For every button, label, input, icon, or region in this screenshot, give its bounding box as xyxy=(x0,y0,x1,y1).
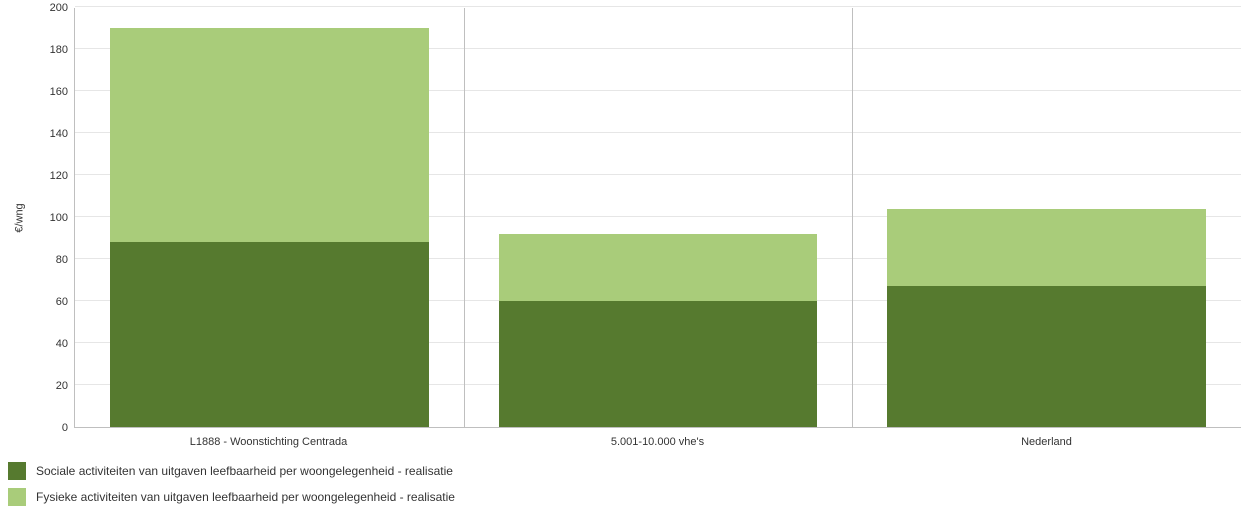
bar-group xyxy=(499,234,818,427)
legend: Sociale activiteiten van uitgaven leefba… xyxy=(8,462,1241,506)
y-axis-title: €/wng xyxy=(14,203,26,232)
y-tick-label: 120 xyxy=(50,170,68,182)
x-tick-label: 5.001-10.000 vhe's xyxy=(463,428,852,448)
bar-segment-sociale xyxy=(887,286,1206,427)
legend-label: Sociale activiteiten van uitgaven leefba… xyxy=(36,464,453,478)
y-axis-ticks: 020406080100120140160180200 xyxy=(32,8,74,428)
y-tick-label: 20 xyxy=(56,380,68,392)
legend-label: Fysieke activiteiten van uitgaven leefba… xyxy=(36,490,455,504)
y-axis-title-container: €/wng xyxy=(8,8,32,428)
x-axis-ticks: L1888 - Woonstichting Centrada5.001-10.0… xyxy=(74,428,1241,448)
legend-item-sociale: Sociale activiteiten van uitgaven leefba… xyxy=(8,462,1241,480)
legend-swatch xyxy=(8,488,26,506)
y-tick-label: 40 xyxy=(56,338,68,350)
grid-line xyxy=(75,6,1241,7)
bar-segment-sociale xyxy=(499,301,818,427)
y-tick-label: 0 xyxy=(62,422,68,434)
y-tick-label: 160 xyxy=(50,86,68,98)
legend-swatch xyxy=(8,462,26,480)
bar-group xyxy=(887,209,1206,427)
plot-area xyxy=(74,8,1241,428)
y-tick-label: 200 xyxy=(50,2,68,14)
plot-row: €/wng 020406080100120140160180200 xyxy=(8,8,1241,428)
bar-group xyxy=(110,28,429,427)
y-tick-label: 140 xyxy=(50,128,68,140)
bar-segment-sociale xyxy=(110,242,429,427)
category-separator xyxy=(464,8,465,427)
x-tick-label: Nederland xyxy=(852,428,1241,448)
y-tick-label: 80 xyxy=(56,254,68,266)
y-tick-label: 100 xyxy=(50,212,68,224)
bar-segment-fysieke xyxy=(887,209,1206,287)
x-tick-label: L1888 - Woonstichting Centrada xyxy=(74,428,463,448)
y-tick-label: 60 xyxy=(56,296,68,308)
category-separator xyxy=(852,8,853,427)
chart-container: €/wng 020406080100120140160180200 L1888 … xyxy=(8,8,1241,506)
bar-segment-fysieke xyxy=(499,234,818,301)
y-tick-label: 180 xyxy=(50,44,68,56)
legend-item-fysieke: Fysieke activiteiten van uitgaven leefba… xyxy=(8,488,1241,506)
bar-segment-fysieke xyxy=(110,28,429,242)
